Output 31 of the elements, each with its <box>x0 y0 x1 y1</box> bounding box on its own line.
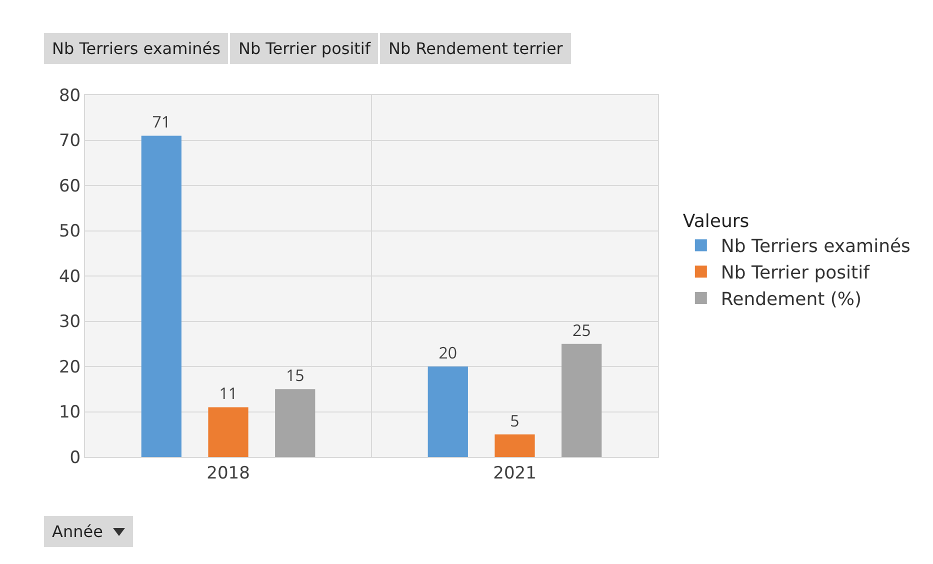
y-tick-label: 40 <box>58 266 81 287</box>
y-tick-label: 20 <box>58 357 81 378</box>
x-tick-label: 2021 <box>493 463 536 484</box>
bar <box>208 407 248 457</box>
text: Nb Terriers examinés <box>52 39 220 58</box>
legend-label: Nb Terriers examinés <box>720 236 910 258</box>
bar <box>494 434 535 457</box>
text: Année <box>52 522 103 541</box>
bar <box>275 389 316 457</box>
data-label: 15 <box>286 364 304 386</box>
bar <box>141 136 182 457</box>
y-tick-label: 10 <box>58 402 81 423</box>
data-label: 71 <box>152 110 171 133</box>
data-label: 25 <box>572 318 591 341</box>
bar <box>428 366 468 457</box>
y-tick-label: 80 <box>58 86 81 106</box>
legend-title: Valeurs <box>682 211 750 232</box>
y-tick-label: 60 <box>58 176 81 196</box>
y-tick-label: 30 <box>58 312 81 332</box>
y-tick-label: 50 <box>58 222 81 242</box>
data-label: 20 <box>438 342 458 364</box>
data-label: 5 <box>510 409 520 432</box>
legend-label: Nb Terrier positif <box>720 262 870 284</box>
y-tick-label: 0 <box>70 448 81 468</box>
data-label: 11 <box>219 382 238 404</box>
text: Nb Terrier positif <box>238 39 370 58</box>
text: Nb Rendement terrier <box>388 39 563 58</box>
y-tick-label: 70 <box>58 131 81 152</box>
legend-label: Rendement (%) <box>720 289 862 310</box>
x-tick-label: 2018 <box>206 463 250 484</box>
bar <box>562 344 602 457</box>
